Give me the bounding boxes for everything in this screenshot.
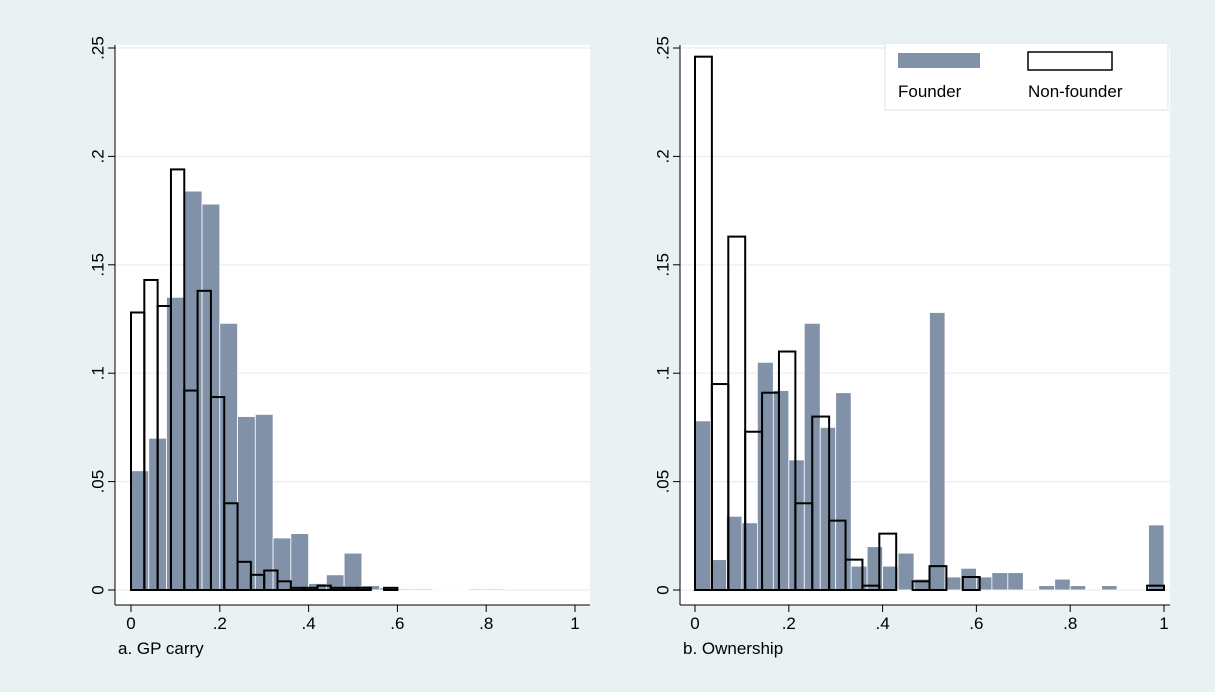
y-tick-label: .25 bbox=[653, 36, 672, 60]
histogram-bar bbox=[694, 55, 713, 592]
legend-label: Non-founder bbox=[1028, 82, 1123, 101]
y-tick-label: .15 bbox=[88, 253, 107, 277]
histogram-bar bbox=[756, 361, 774, 591]
y-tick-label: .1 bbox=[88, 366, 107, 380]
y-tick-label: .25 bbox=[88, 36, 107, 60]
x-tick-label: .8 bbox=[479, 614, 493, 633]
histogram-bar bbox=[961, 575, 981, 592]
x-tick-label: .2 bbox=[782, 614, 796, 633]
histogram-bar bbox=[1007, 572, 1024, 591]
histogram-bar bbox=[356, 586, 372, 591]
histogram-bar bbox=[414, 588, 434, 591]
y-tick-label: 0 bbox=[653, 585, 672, 594]
y-tick-label: .1 bbox=[653, 366, 672, 380]
x-tick-label: 1 bbox=[570, 614, 579, 633]
histogram-bar bbox=[485, 588, 505, 591]
x-tick-label: 0 bbox=[126, 614, 135, 633]
histogram-bar bbox=[1146, 584, 1165, 592]
histogram-bar bbox=[828, 519, 847, 592]
histogram-bar bbox=[396, 588, 416, 591]
legend-label: Founder bbox=[898, 82, 962, 101]
histogram-bar bbox=[991, 572, 1009, 591]
histogram-bar bbox=[777, 350, 797, 591]
x-axis-label: b. Ownership bbox=[683, 639, 783, 658]
y-tick-label: .05 bbox=[88, 470, 107, 494]
histogram-bar bbox=[130, 470, 150, 591]
x-tick-label: 0 bbox=[690, 614, 699, 633]
x-tick-label: .4 bbox=[876, 614, 890, 633]
histogram-bar bbox=[811, 415, 831, 591]
histogram-bar bbox=[772, 390, 790, 591]
histogram-bar bbox=[468, 588, 487, 591]
histogram-bar bbox=[897, 552, 915, 591]
y-tick-label: .15 bbox=[653, 253, 672, 277]
histogram-bar bbox=[1038, 585, 1056, 591]
y-tick-label: .05 bbox=[653, 470, 672, 494]
x-tick-label: .6 bbox=[969, 614, 983, 633]
histogram-bar bbox=[844, 558, 864, 592]
histogram-bar bbox=[254, 413, 274, 591]
x-tick-label: .8 bbox=[1063, 614, 1077, 633]
histogram-bar bbox=[383, 586, 399, 591]
histogram-bar bbox=[263, 569, 279, 591]
x-tick-label: .2 bbox=[213, 614, 227, 633]
x-tick-label: .4 bbox=[302, 614, 316, 633]
legend-swatch bbox=[1027, 51, 1113, 71]
histogram-bar bbox=[223, 502, 239, 591]
x-tick-label: .6 bbox=[390, 614, 404, 633]
histogram-bar bbox=[1148, 524, 1165, 591]
histogram-bar bbox=[1069, 585, 1087, 591]
histogram-bar bbox=[788, 459, 805, 591]
histogram-bar bbox=[1101, 585, 1118, 591]
histogram-bar bbox=[694, 420, 711, 591]
y-tick-label: .2 bbox=[653, 149, 672, 163]
histogram-bar bbox=[166, 296, 185, 591]
plot-area bbox=[680, 45, 1170, 605]
histogram-bar bbox=[450, 588, 469, 591]
histogram-bar bbox=[1054, 578, 1071, 591]
x-axis-label: a. GP carry bbox=[118, 639, 204, 658]
histogram-bar bbox=[878, 532, 898, 592]
y-tick-label: .2 bbox=[88, 149, 107, 163]
histogram-bar bbox=[169, 168, 186, 592]
histogram-bar bbox=[819, 426, 837, 591]
histogram-bar bbox=[432, 588, 452, 591]
y-tick-label: 0 bbox=[88, 585, 107, 594]
histogram-bar bbox=[276, 580, 292, 592]
histogram-bar bbox=[237, 416, 256, 591]
legend-swatch bbox=[898, 53, 980, 68]
histogram-bar bbox=[928, 565, 948, 591]
x-tick-label: 1 bbox=[1159, 614, 1168, 633]
histogram-bar bbox=[219, 322, 238, 591]
histogram-bar bbox=[727, 235, 747, 591]
histogram-bar bbox=[929, 312, 946, 591]
histogram-bar bbox=[343, 552, 363, 591]
histogram-bar bbox=[290, 533, 309, 591]
histogram-bar bbox=[209, 396, 226, 591]
